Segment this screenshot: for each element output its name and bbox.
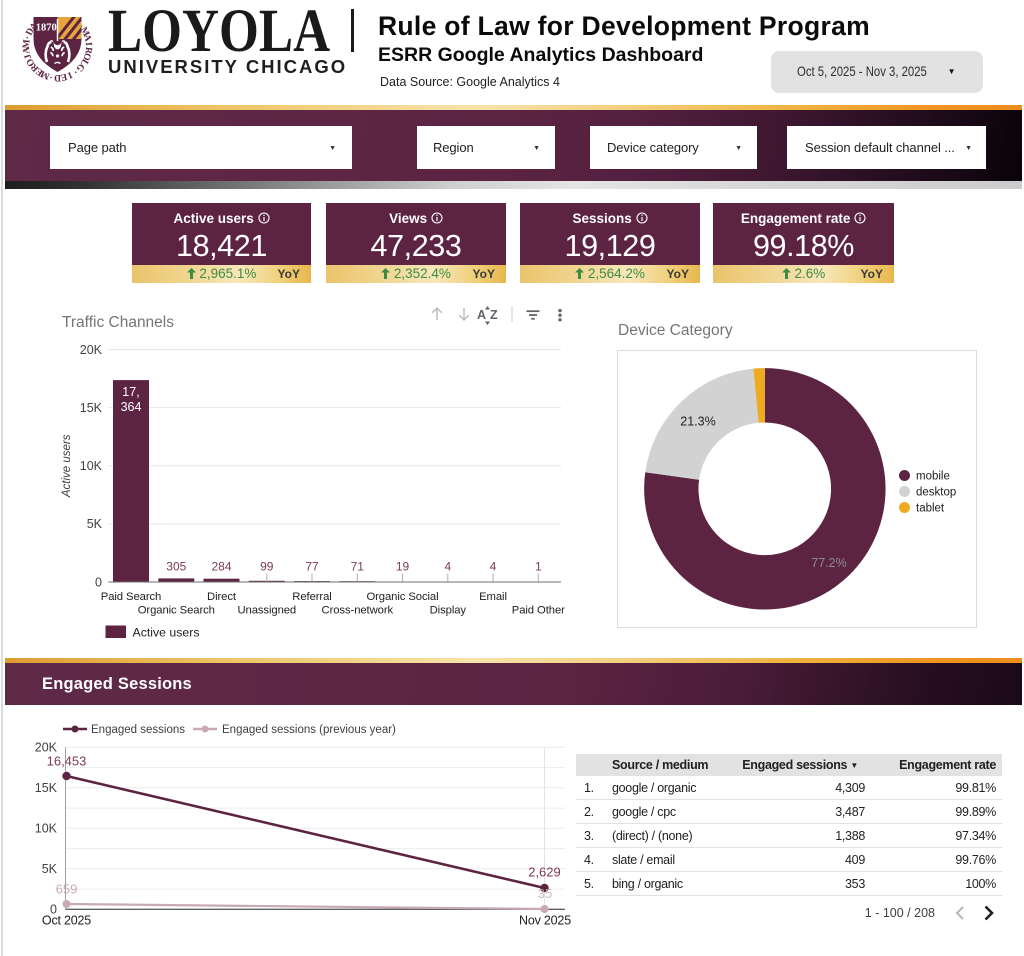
svg-text:tablet: tablet bbox=[916, 503, 945, 515]
svg-text:Engaged sessions: Engaged sessions bbox=[91, 724, 185, 736]
svg-text:35: 35 bbox=[538, 886, 552, 901]
svg-text:·: · bbox=[23, 35, 33, 41]
svg-text:Display: Display bbox=[430, 605, 467, 617]
svg-text:17,: 17, bbox=[122, 385, 139, 399]
svg-text:0: 0 bbox=[95, 576, 102, 590]
svg-text:E: E bbox=[60, 71, 68, 82]
svg-text:Paid Other: Paid Other bbox=[512, 605, 565, 617]
svg-text:mobile: mobile bbox=[916, 471, 950, 483]
svg-text:desktop: desktop bbox=[916, 487, 956, 499]
svg-text:Unassigned: Unassigned bbox=[237, 605, 296, 617]
svg-text:L: L bbox=[78, 57, 90, 68]
svg-text:15K: 15K bbox=[80, 401, 103, 415]
svg-text:Email: Email bbox=[479, 591, 507, 603]
svg-text:20K: 20K bbox=[80, 343, 103, 357]
svg-text:77.2%: 77.2% bbox=[811, 556, 846, 570]
svg-text:J: J bbox=[23, 52, 34, 60]
svg-text:16,453: 16,453 bbox=[47, 754, 87, 769]
svg-text:Oct 2025: Oct 2025 bbox=[42, 914, 91, 928]
svg-text:5K: 5K bbox=[42, 862, 58, 876]
svg-text:4: 4 bbox=[490, 560, 497, 574]
svg-text:Organic Social: Organic Social bbox=[366, 591, 438, 603]
svg-text:Referral: Referral bbox=[292, 591, 331, 603]
svg-text:364: 364 bbox=[121, 400, 142, 414]
svg-text:Active users: Active users bbox=[61, 434, 73, 498]
svg-text:4: 4 bbox=[444, 560, 451, 574]
svg-text:Active users: Active users bbox=[133, 626, 200, 640]
svg-text:A: A bbox=[477, 308, 486, 322]
svg-text:284: 284 bbox=[211, 560, 231, 574]
svg-text:10K: 10K bbox=[80, 459, 103, 473]
svg-text:Cross-network: Cross-network bbox=[322, 605, 394, 617]
svg-text:659: 659 bbox=[56, 882, 78, 897]
svg-text:Nov 2025: Nov 2025 bbox=[519, 914, 571, 928]
svg-text:Z: Z bbox=[490, 308, 498, 322]
svg-text:·: · bbox=[49, 71, 54, 81]
svg-text:2,629: 2,629 bbox=[528, 865, 561, 880]
svg-text:M: M bbox=[22, 39, 33, 49]
svg-text:20K: 20K bbox=[35, 740, 58, 754]
svg-text:99: 99 bbox=[260, 560, 274, 574]
svg-text:A: A bbox=[22, 46, 33, 54]
svg-text:305: 305 bbox=[166, 560, 186, 574]
svg-text:I: I bbox=[66, 69, 74, 80]
svg-text:O: O bbox=[80, 51, 92, 61]
svg-text:5K: 5K bbox=[87, 517, 103, 531]
svg-text:71: 71 bbox=[351, 560, 365, 574]
svg-text:1870: 1870 bbox=[36, 23, 57, 34]
svg-text:E: E bbox=[34, 65, 45, 77]
svg-text:19: 19 bbox=[396, 560, 410, 574]
svg-text:I: I bbox=[83, 42, 93, 47]
svg-text:R: R bbox=[82, 46, 93, 54]
svg-text:21.3%: 21.3% bbox=[680, 415, 715, 429]
svg-text:A: A bbox=[81, 33, 93, 42]
svg-text:Direct: Direct bbox=[207, 591, 237, 603]
svg-text:77: 77 bbox=[305, 560, 319, 574]
svg-text:·: · bbox=[71, 66, 79, 76]
svg-text:D: D bbox=[54, 72, 61, 82]
svg-text:M: M bbox=[39, 68, 51, 81]
svg-text:0: 0 bbox=[50, 902, 57, 916]
svg-text:O: O bbox=[25, 56, 37, 67]
svg-text:10K: 10K bbox=[35, 821, 58, 835]
svg-text:Paid Search: Paid Search bbox=[101, 591, 161, 603]
svg-text:Traffic Channels: Traffic Channels bbox=[62, 314, 174, 331]
svg-text:Engaged sessions (previous yea: Engaged sessions (previous year) bbox=[222, 724, 396, 736]
svg-text:Organic Search: Organic Search bbox=[138, 605, 215, 617]
svg-text:D: D bbox=[25, 27, 37, 38]
svg-text:R: R bbox=[29, 61, 41, 73]
svg-text:15K: 15K bbox=[35, 781, 58, 795]
svg-text:1: 1 bbox=[535, 560, 542, 574]
